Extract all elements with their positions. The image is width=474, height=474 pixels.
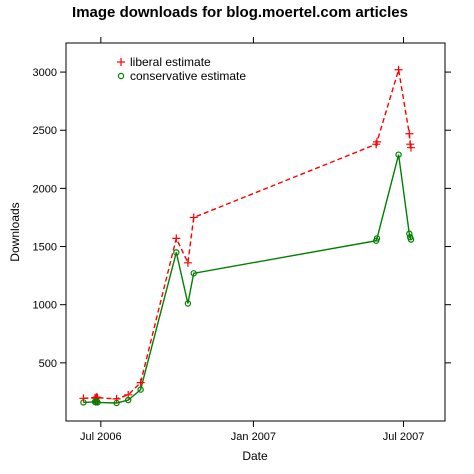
conservative-point [190, 270, 197, 277]
liberal-point [136, 378, 145, 387]
liberal-point [406, 140, 415, 149]
liberal-point [189, 213, 198, 222]
conservative-point [94, 399, 101, 406]
conservative-point [137, 386, 144, 393]
liberal-point [79, 394, 88, 403]
y-axis-label: Downloads [8, 202, 22, 261]
y-tick-label: 1000 [33, 300, 57, 312]
conservative-point [113, 399, 120, 407]
data-markers [79, 65, 415, 407]
liberal-point [372, 137, 381, 146]
plot-frame [65, 42, 446, 422]
conservative-point [173, 249, 180, 256]
y-tick-label: 1500 [33, 242, 57, 254]
liberal-point [183, 258, 192, 267]
series-line-liberal [83, 69, 412, 400]
x-tick-label: Jul 2007 [383, 431, 425, 443]
series-lines [83, 69, 412, 404]
conservative-point [395, 151, 402, 158]
conservative-point [406, 230, 413, 237]
chart-title: Image downloads for blog.moertel.com art… [72, 4, 408, 21]
y-tick-label: 2000 [33, 183, 57, 195]
x-tick-label: Jan 2007 [231, 431, 276, 443]
x-tick-label: Jul 2006 [80, 431, 122, 443]
conservative-point [373, 235, 381, 242]
liberal-point [405, 129, 414, 138]
legend-marker-plus [117, 58, 125, 66]
liberal-point [112, 394, 121, 403]
liberal-point [172, 234, 181, 243]
conservative-point [124, 396, 132, 404]
legend-label: liberal estimate [130, 55, 211, 69]
conservative-point [407, 236, 415, 243]
series-line-conservative [83, 154, 412, 404]
liberal-point [406, 143, 415, 152]
legend-marker-circle [117, 72, 125, 80]
legend-label: conservative estimate [130, 69, 246, 83]
x-axis-label: Date [242, 449, 268, 463]
y-tick-label: 3000 [33, 67, 57, 79]
y-tick-label: 500 [39, 358, 57, 370]
y-tick-label: 2500 [33, 125, 57, 137]
axis-ticks: 500 1000 1500 2000 2500 3000 Jul 2006 Jan 2007 J… [33, 37, 451, 443]
conservative-point [80, 399, 87, 406]
liberal-point [394, 65, 403, 74]
conservative-point [184, 300, 192, 307]
